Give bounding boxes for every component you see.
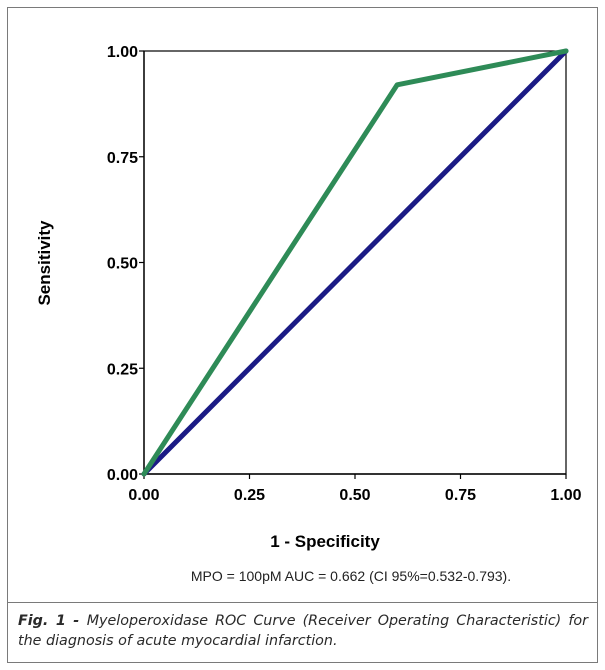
x-tick-label: 0.25 (234, 487, 265, 504)
roc-chart: 0.00 0.00 0.25 0.25 0.50 0.50 0.75 0.75 1.00 1.00… (35, 44, 582, 584)
y-tick-label: 0.25 (107, 361, 138, 378)
x-axis-label: 1 - Specificity (270, 532, 380, 551)
figure-frame (7, 7, 598, 663)
figure-caption-text: Myeloperoxidase ROC Curve (Receiver Oper… (18, 613, 588, 649)
y-axis-label: Sensitivity (35, 220, 54, 306)
x-tick-label: 0.00 (128, 487, 159, 504)
y-tick-label: 0.00 (107, 467, 138, 484)
figure-caption: Fig. 1 - Myeloperoxidase ROC Curve (Rece… (18, 611, 588, 651)
x-tick-label: 1.00 (550, 487, 581, 504)
caption-divider (7, 602, 598, 603)
figure-label: Fig. 1 - (18, 613, 87, 629)
series-group (141, 48, 569, 477)
y-tick-label: 0.50 (107, 256, 138, 273)
auc-annotation: MPO = 100pM AUC = 0.662 (CI 95%=0.532-0.… (191, 568, 511, 584)
tick-labels: 0.00 0.00 0.25 0.25 0.50 0.50 0.75 0.75 1.00 1.00 (107, 44, 582, 504)
y-tick-label: 0.75 (107, 150, 138, 167)
reference-line (141, 48, 569, 477)
x-tick-label: 0.75 (445, 487, 476, 504)
roc-curve (141, 48, 569, 477)
x-tick-label: 0.50 (339, 487, 370, 504)
axes (139, 50, 567, 479)
y-tick-label: 1.00 (107, 44, 138, 61)
